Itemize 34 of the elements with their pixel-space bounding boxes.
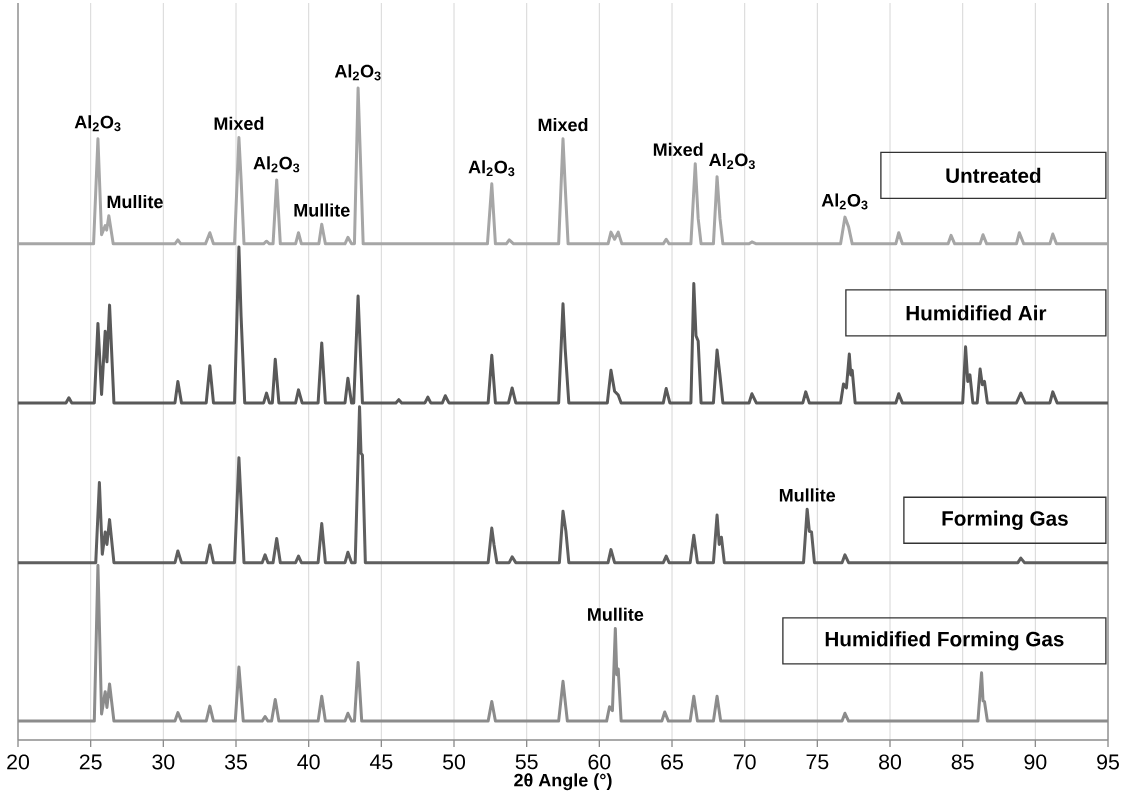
x-tick-label: 40: [297, 754, 320, 770]
x-axis-title: 2θ Angle (°): [514, 773, 612, 791]
annotation: Al$_{2}$O$_{3}$: [334, 64, 381, 81]
x-tick-label: 85: [951, 754, 974, 770]
annotation: Mullite: [779, 488, 836, 502]
x-tick-label: 30: [152, 754, 175, 770]
series-label: Humidified Air: [906, 305, 1047, 321]
series-label: Forming Gas: [942, 510, 1068, 530]
annotation: Al$_{2}$O$_{3}$: [253, 156, 300, 173]
text: Humidified Forming Gas: [825, 631, 1064, 651]
annotation: Al$_{2}$O$_{3}$: [74, 115, 121, 132]
annotation: Al$_{2}$O$_{3}$: [468, 160, 515, 177]
text: Untreated: [946, 167, 1041, 183]
x-tick-label: 55: [515, 754, 538, 770]
x-tick-label: 60: [588, 754, 611, 770]
annotation: Mixed: [538, 118, 588, 132]
annotation: Mixed: [214, 116, 264, 130]
x-tick-label: 45: [369, 754, 393, 770]
x-tick-label: 25: [79, 754, 102, 770]
annotation: Mullite: [588, 607, 644, 621]
annotation: Mixed: [653, 142, 703, 157]
annotation: Al$_{2}$O$_{3}$: [821, 193, 868, 210]
x-tick-label: 65: [661, 754, 683, 770]
x-tick-label: 50: [443, 754, 466, 770]
x-tick-label: 75: [806, 754, 829, 770]
annotation: Mullite: [107, 194, 163, 209]
annotation: Al$_{2}$O$_{3}$: [709, 153, 755, 170]
x-tick-label: 80: [879, 754, 902, 770]
x-tick-label: 20: [7, 754, 30, 770]
x-tick-label: 90: [1024, 754, 1047, 770]
x-tick-label: 95: [1097, 754, 1119, 770]
x-tick-label: 35: [224, 754, 247, 770]
annotation: Mullite: [294, 203, 350, 217]
x-tick-label: 70: [733, 754, 756, 770]
